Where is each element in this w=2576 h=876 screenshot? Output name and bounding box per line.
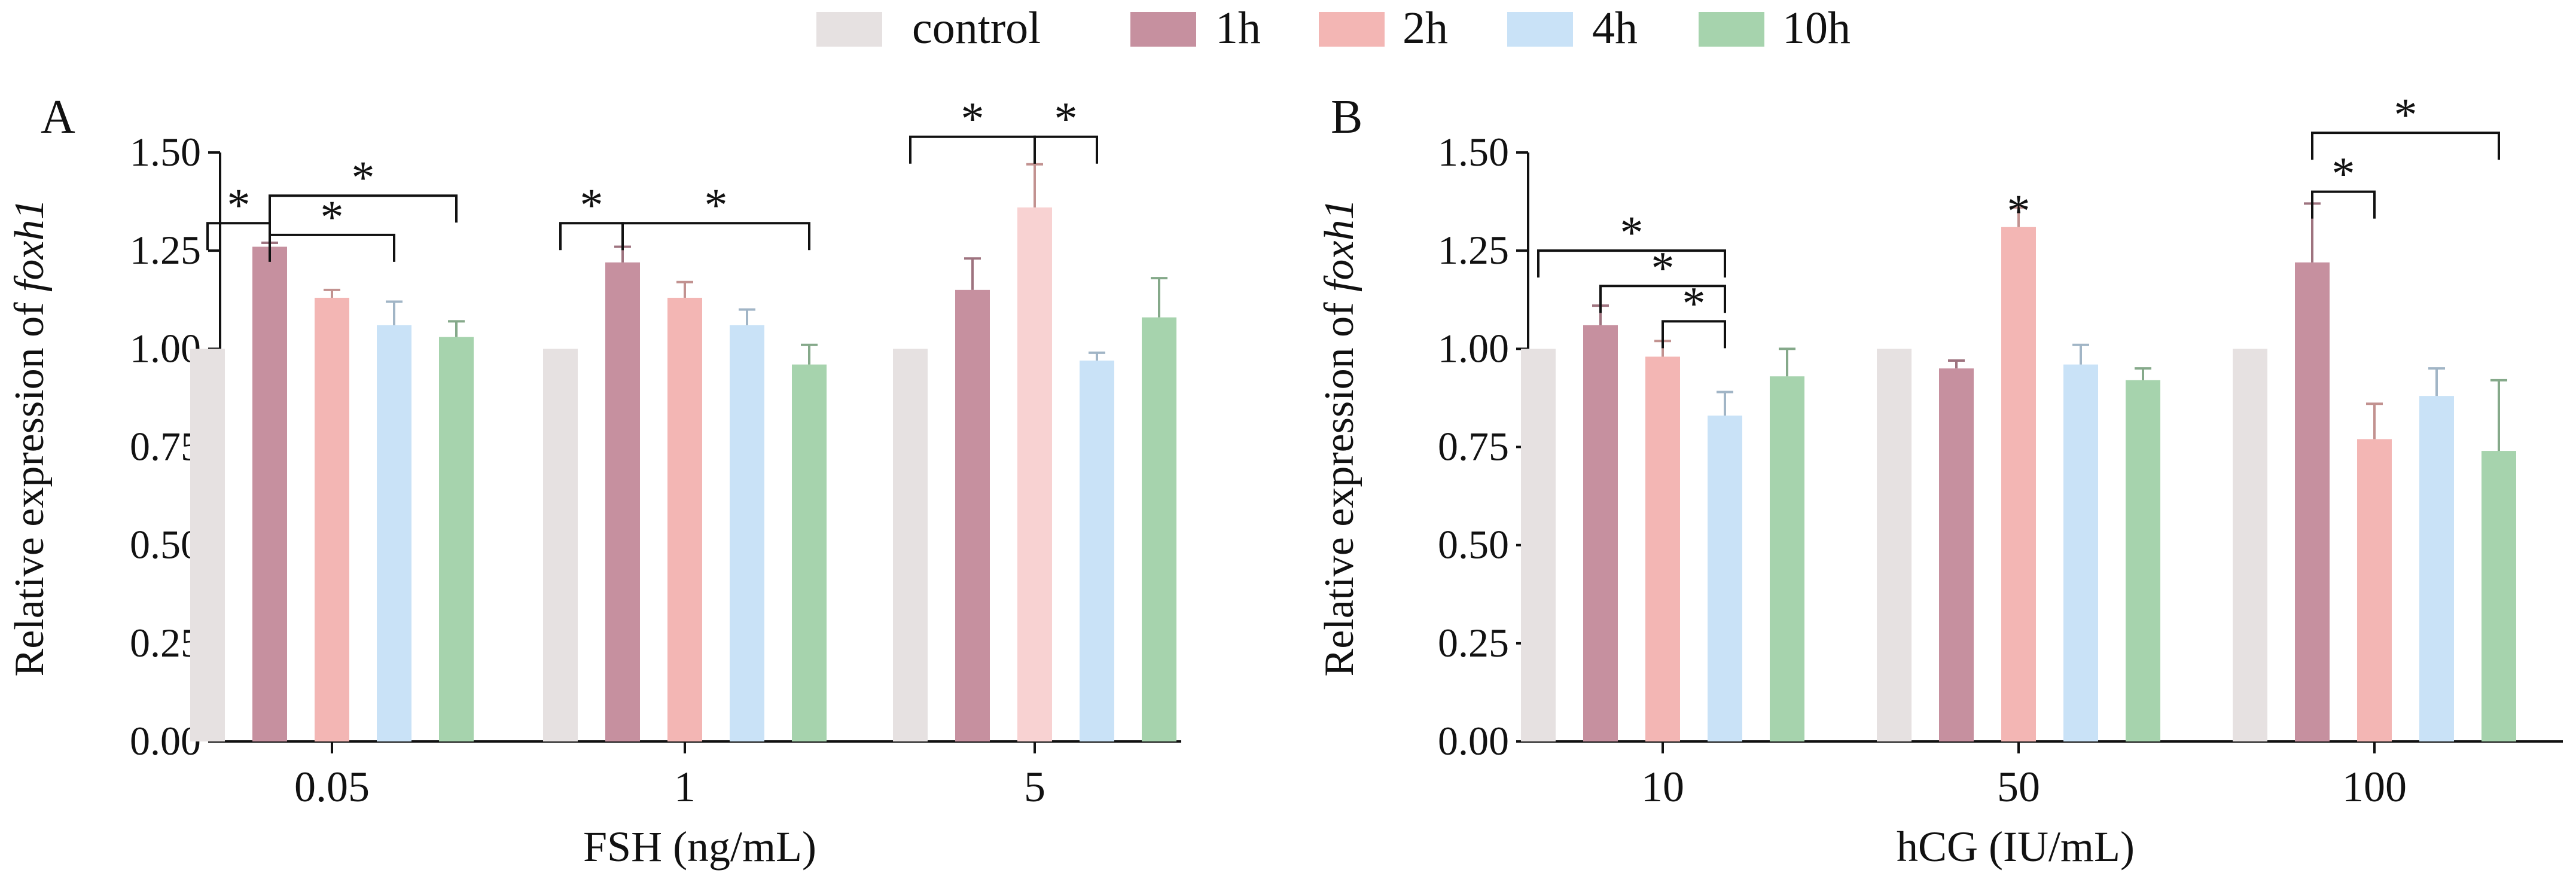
significance-star: * [2332, 148, 2355, 200]
bar-4h-50 [2063, 364, 2098, 741]
x-tick-label: 50 [1997, 763, 2040, 811]
panel-a-letter: A [41, 91, 75, 144]
significance-star: * [321, 191, 344, 243]
y-tick-label: 0.75 [130, 424, 201, 469]
significance-bracket [269, 233, 395, 262]
significance-bracket [621, 222, 810, 251]
panel-b-letter: B [1331, 91, 1362, 144]
bar-10h-50 [2126, 380, 2160, 741]
legend: control 1h 2h 4h 10h [816, 3, 1851, 53]
panel-b-y-axis-title-prefix: Relative expression of [1316, 292, 1362, 676]
bar-control-100 [2233, 349, 2267, 741]
legend-swatch-10h [1699, 12, 1764, 47]
significance-bracket [269, 194, 458, 223]
legend-swatch-control [816, 12, 882, 47]
significance-star: * [1651, 242, 1675, 294]
bar-control-0.05 [190, 349, 225, 741]
bar-1h-5 [955, 289, 990, 741]
bar-10h-1 [792, 364, 827, 741]
significance-star: * [961, 93, 984, 145]
bar-2h-100 [2357, 439, 2392, 741]
bar-1h-100 [2295, 262, 2330, 741]
panel-a-y-axis-title-gene: foxh1 [7, 199, 53, 292]
bar-10h-10 [1770, 376, 1804, 741]
bar-4h-10 [1708, 415, 1742, 741]
significance-star: * [227, 179, 251, 231]
panel-a-x-axis-title: FSH (ng/mL) [583, 823, 816, 871]
y-tick-label: 0.25 [130, 620, 201, 666]
significance-star: * [352, 151, 375, 203]
bar-4h-0.05 [377, 325, 411, 741]
bar-2h-1 [667, 297, 702, 741]
y-tick-label: 1.00 [1438, 325, 1509, 371]
significance-star: * [2394, 88, 2418, 141]
bar-2h-50 [2001, 227, 2036, 741]
bar-1h-1 [605, 262, 640, 741]
significance-star: * [705, 179, 728, 231]
significance-star: * [580, 179, 603, 231]
bar-1h-0.05 [252, 246, 287, 742]
x-tick-label: 100 [2342, 763, 2407, 811]
significance-bracket [1599, 285, 1726, 313]
significance-star: * [1682, 277, 1706, 329]
significance-star: * [1620, 206, 1644, 258]
bar-control-50 [1877, 349, 1912, 741]
bar-4h-1 [730, 325, 764, 741]
bar-10h-0.05 [439, 337, 474, 741]
y-tick-label: 0.00 [1438, 718, 1509, 764]
significance-bracket [1537, 249, 1726, 278]
bar-10h-5 [1142, 317, 1176, 741]
legend-label-10h: 10h [1782, 3, 1851, 53]
bar-control-5 [893, 349, 928, 741]
legend-swatch-4h [1507, 12, 1573, 47]
legend-label-4h: 4h [1592, 3, 1638, 53]
bar-10h-100 [2482, 451, 2516, 741]
x-tick-label: 10 [1641, 763, 1684, 811]
panel-b-x-axis-title: hCG (IU/mL) [1897, 823, 2135, 871]
significance-bracket [1034, 135, 1098, 164]
legend-label-1h: 1h [1215, 3, 1261, 53]
y-tick-label: 0.50 [1438, 522, 1509, 567]
legend-label-2h: 2h [1403, 3, 1448, 53]
y-tick-label: 1.25 [130, 227, 201, 273]
bar-4h-5 [1080, 361, 1114, 741]
bar-4h-100 [2419, 396, 2454, 741]
significance-star: * [2007, 185, 2031, 237]
legend-swatch-2h [1319, 12, 1385, 47]
significance-bracket [2311, 190, 2376, 219]
significance-bracket [2311, 132, 2500, 160]
panel-a: A Relative expression of foxh1 FSH (ng/m… [7, 91, 816, 871]
panel-b-y-axis-title: Relative expression of foxh1 [1316, 199, 1362, 677]
panel-b: B Relative expression of foxh1 hCG (IU/m… [1316, 91, 2135, 871]
x-tick-label: 0.05 [294, 763, 370, 811]
bar-1h-10 [1583, 325, 1618, 741]
y-tick-label: 0.75 [1438, 424, 1509, 469]
panel-a-y-axis-title: Relative expression of foxh1 [7, 199, 53, 677]
y-tick-label: 1.50 [130, 129, 201, 175]
significance-bracket [1662, 320, 1726, 349]
legend-label-control: control [912, 3, 1041, 53]
bar-control-1 [543, 349, 578, 741]
bar-2h-10 [1645, 356, 1680, 741]
y-tick-label: 0.00 [130, 718, 201, 764]
bar-1h-50 [1939, 368, 1974, 741]
y-tick-label: 0.50 [130, 522, 201, 567]
panel-a-plot: 0.000.250.500.751.001.251.500.05 1 5* *** **… [130, 93, 1181, 811]
significance-star: * [1054, 93, 1078, 145]
x-tick-label: 1 [674, 763, 696, 811]
y-tick-label: 1.25 [1438, 227, 1509, 273]
bar-2h-5 [1017, 207, 1052, 741]
bar-control-10 [1521, 349, 1556, 741]
y-tick-label: 0.25 [1438, 620, 1509, 666]
y-tick-label: 1.00 [130, 325, 201, 371]
legend-swatch-1h [1130, 12, 1196, 47]
y-tick-label: 1.50 [1438, 129, 1509, 175]
bar-2h-0.05 [315, 297, 349, 741]
panel-a-y-axis-title-prefix: Relative expression of [7, 292, 53, 676]
panel-b-y-axis-title-gene: foxh1 [1316, 199, 1362, 292]
x-tick-label: 5 [1024, 763, 1045, 811]
